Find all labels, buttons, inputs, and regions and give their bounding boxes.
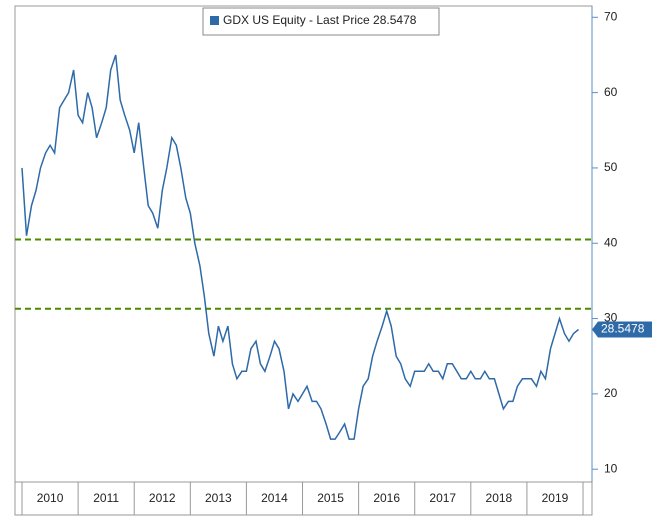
x-tick-label: 2018 [486, 491, 513, 505]
x-tick-label: 2016 [373, 491, 400, 505]
y-tick-label: 40 [604, 235, 618, 249]
x-tick-label: 2017 [429, 491, 456, 505]
y-tick-label: 20 [604, 386, 618, 400]
legend-box [202, 7, 440, 36]
x-tick-label: 2019 [542, 491, 569, 505]
y-tick-label: 50 [604, 160, 618, 174]
y-tick-label: 70 [604, 9, 618, 23]
x-tick-label: 2015 [317, 491, 344, 505]
y-tick-label: 60 [604, 85, 618, 99]
legend: GDX US Equity - Last Price 28.5478 [202, 7, 440, 36]
x-tick-label: 2012 [149, 491, 176, 505]
x-tick-label: 2014 [261, 491, 288, 505]
legend-label: GDX US Equity - Last Price 28.5478 [223, 13, 417, 27]
last-price-label: 28.5478 [601, 322, 645, 336]
plot-frame [14, 5, 593, 516]
x-tick-label: 2010 [37, 491, 64, 505]
legend-swatch [210, 16, 219, 25]
x-tick-label: 2011 [93, 491, 119, 505]
x-tick-label: 2013 [205, 491, 232, 505]
y-tick-label: 10 [604, 461, 618, 475]
last-price-marker [592, 321, 652, 338]
y-tick-label: 30 [604, 311, 618, 325]
price-line [21, 54, 579, 440]
